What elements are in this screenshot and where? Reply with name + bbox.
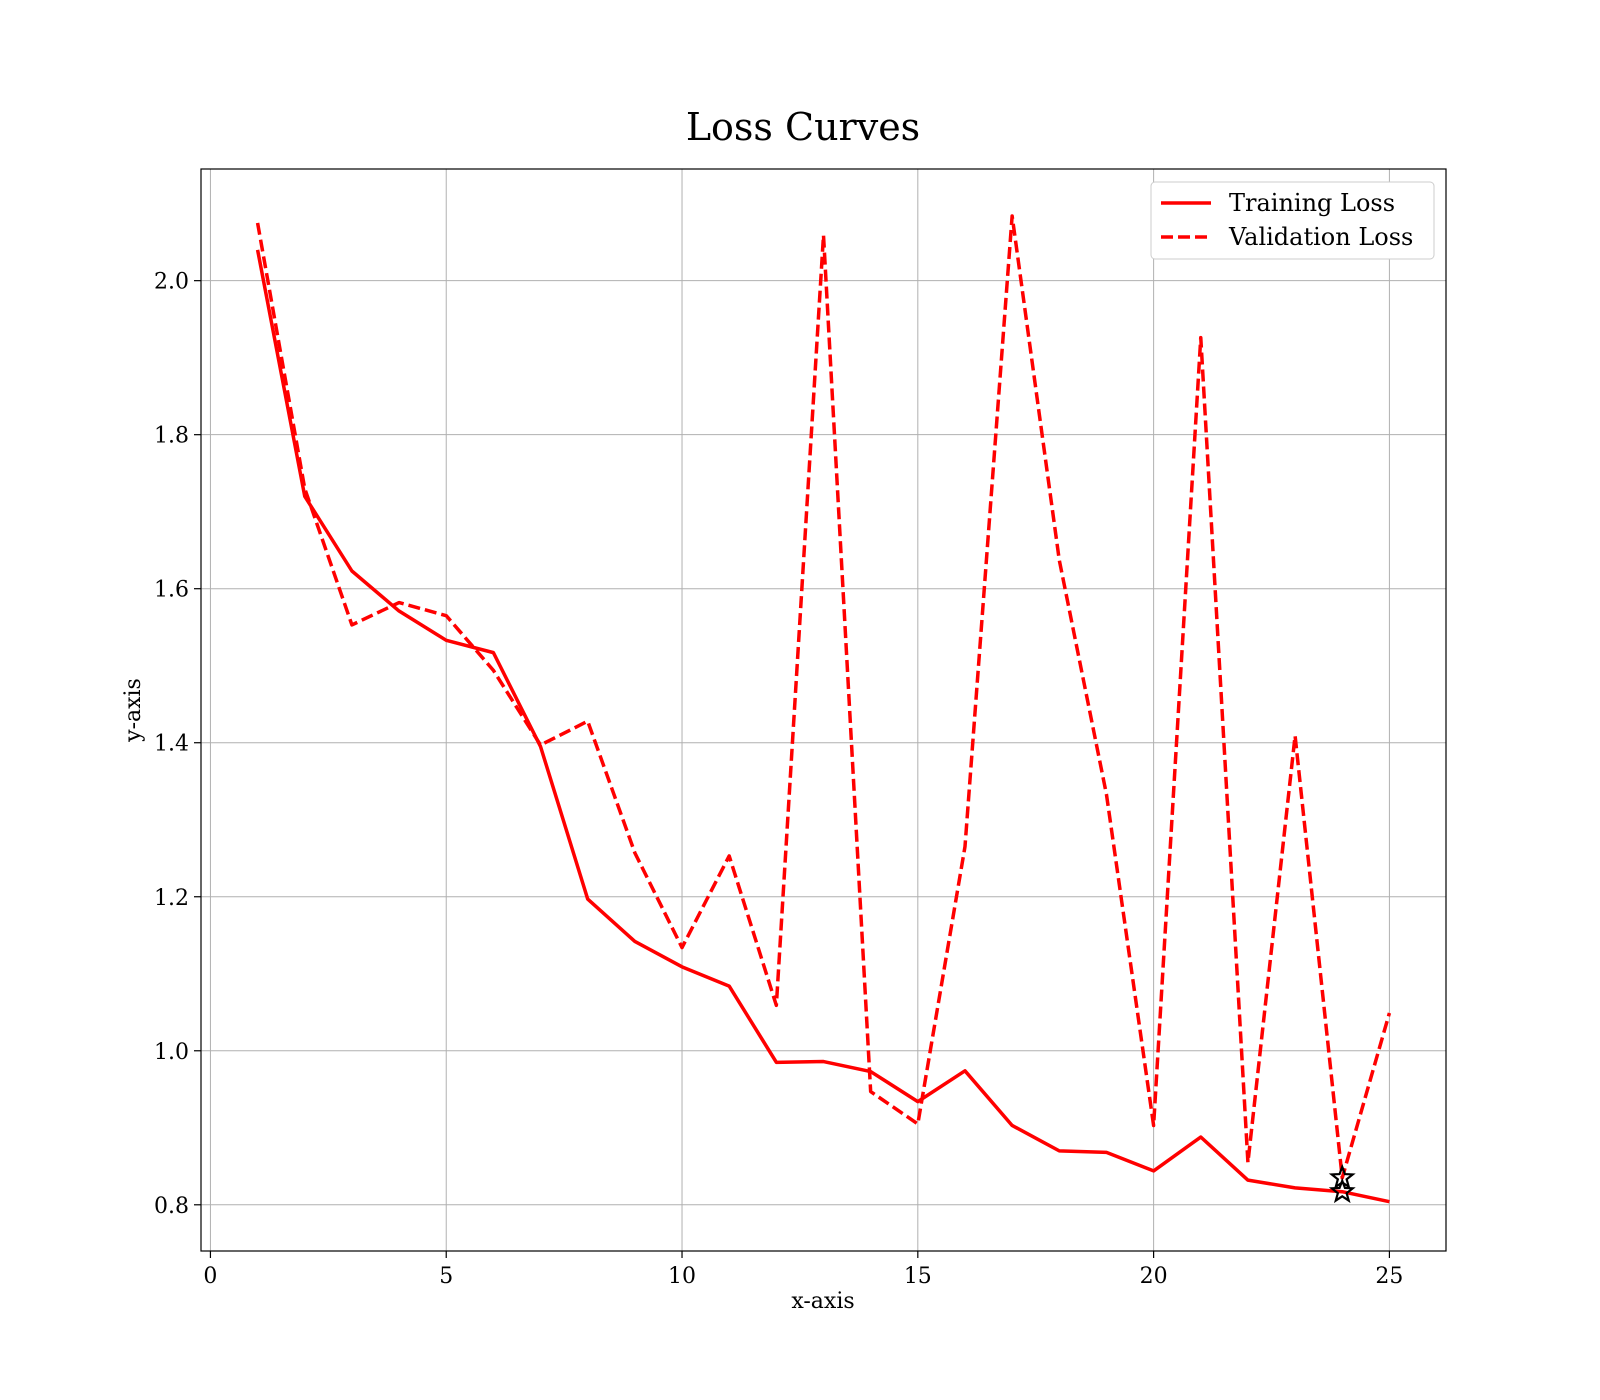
star-marker (1328, 1177, 1356, 1204)
y-tick-label: 2.0 (154, 270, 189, 295)
y-axis-label: y-axis (121, 678, 146, 743)
y-tick-label: 1.2 (154, 886, 189, 911)
y-tick-label: 1.4 (154, 732, 189, 757)
legend: Training Loss Validation Loss (1150, 181, 1435, 260)
y-tick-label: 1.8 (154, 424, 189, 449)
x-axis-label: x-axis (791, 1289, 854, 1314)
x-tick-label: 20 (1140, 1264, 1168, 1289)
grid-lines (201, 169, 1446, 1251)
legend-label-validation-loss: Validation Loss (1228, 223, 1413, 251)
legend-label-training-loss: Training Loss (1229, 189, 1395, 217)
series-lines (255, 214, 1392, 1204)
series-line-validation-loss (255, 214, 1392, 1180)
x-tick-label: 15 (904, 1264, 932, 1289)
x-tick-label: 25 (1375, 1264, 1403, 1289)
chart-title: Loss Curves (686, 105, 920, 149)
x-tick-label: 0 (203, 1264, 217, 1289)
axis-ticks: 0 5 10 15 20 25 0.8 1.0 1.2 1.4 1.6 1.8 2.0 (154, 270, 1403, 1289)
x-tick-label: 5 (439, 1264, 453, 1289)
y-tick-label: 1.0 (154, 1040, 189, 1065)
legend-box (1150, 181, 1435, 260)
series-line-training-loss (255, 249, 1390, 1204)
star-markers (1328, 1163, 1356, 1204)
x-tick-label: 10 (668, 1264, 696, 1289)
y-tick-label: 1.6 (154, 578, 189, 603)
plot-frame (200, 168, 1447, 1252)
y-tick-label: 0.8 (154, 1194, 189, 1219)
